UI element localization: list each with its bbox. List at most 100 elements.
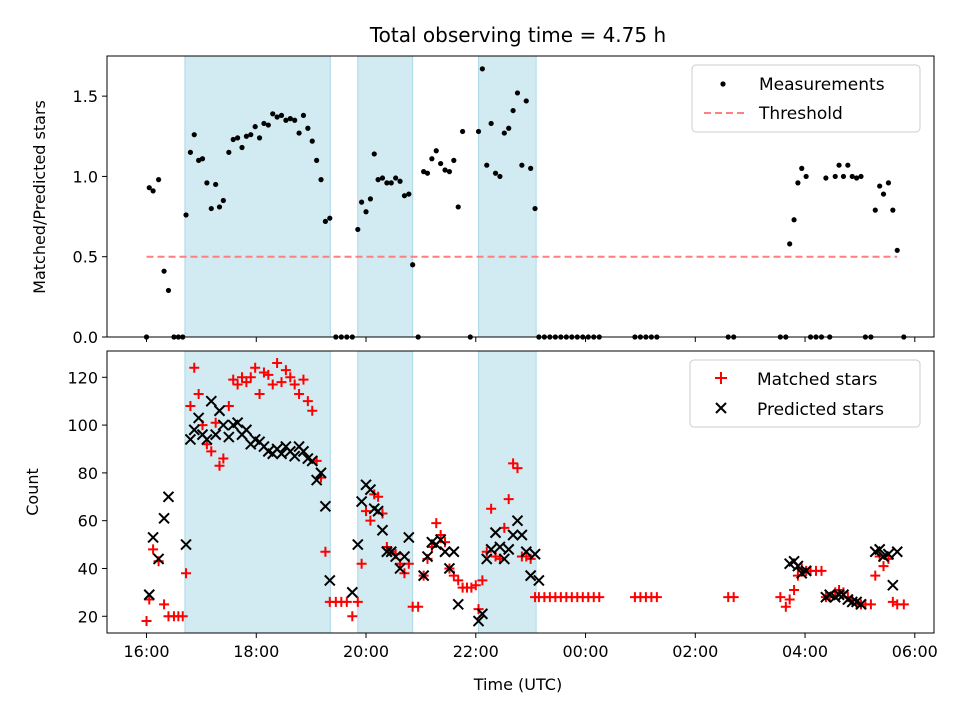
measurement-point [220, 197, 226, 204]
predicted-point [381, 546, 393, 558]
x-tick-label: 20:00 [343, 642, 389, 661]
measurement-point [858, 173, 864, 180]
measurement-point [191, 132, 197, 138]
predicted-point [403, 531, 415, 544]
y-tick-label: 120 [67, 368, 98, 387]
matched-point [453, 575, 464, 586]
measurement-point [274, 114, 280, 120]
measurement-point [155, 177, 162, 183]
measurement-point [488, 120, 494, 127]
matched-point [352, 596, 363, 607]
predicted-point [192, 412, 205, 424]
measurement-point [803, 173, 809, 180]
matched-point [263, 369, 274, 380]
matched-point [285, 372, 296, 383]
measurement-point [532, 205, 538, 212]
measurement-point [226, 149, 232, 155]
top-legend-box [691, 64, 921, 133]
predicted-point [324, 574, 336, 587]
measurement-point [840, 173, 847, 180]
measurement-point [791, 217, 797, 223]
measurement-point [252, 124, 258, 130]
matched-point [254, 389, 265, 400]
measurement-point [248, 132, 254, 138]
predicted-point [162, 491, 175, 503]
y-tick-label: 1.5 [73, 87, 98, 106]
measurement-point [287, 116, 293, 122]
predicted-point [448, 546, 460, 558]
legend-measurements-swatch [720, 81, 726, 87]
measurement-point [379, 175, 386, 181]
matched-point [201, 439, 212, 450]
measurement-point [367, 196, 374, 202]
measurement-point [359, 199, 365, 205]
y-tick-label: 100 [67, 416, 98, 435]
bottom-data-marks [141, 357, 909, 627]
y-tick-label: 60 [78, 512, 98, 531]
measurement-point [309, 138, 315, 144]
matched-point [193, 389, 204, 400]
measurement-point [261, 120, 267, 127]
predicted-point [882, 548, 895, 560]
measurement-point [501, 130, 507, 136]
matched-point [218, 453, 229, 464]
measurement-point [161, 268, 167, 274]
matched-point [223, 400, 234, 411]
predicted-point [231, 416, 244, 429]
measurement-point [492, 170, 499, 176]
top-x-ticks [146, 337, 916, 342]
predicted-point [529, 548, 541, 560]
bottom-y-axis-label: Count [23, 468, 42, 516]
predicted-point [489, 526, 502, 539]
predicted-point [152, 553, 165, 565]
measurement-point [484, 162, 490, 168]
measurement-point [208, 205, 214, 212]
predicted-point [394, 562, 406, 575]
matched-point [289, 379, 300, 390]
matched-point [302, 396, 313, 407]
predicted-point [143, 589, 155, 601]
bottom-x-ticks: 16:00 18:00 20:00 22:00 00:00 02:00 04:00 06:00 [123, 633, 938, 661]
predicted-point [355, 495, 368, 508]
top-panel: 0.0 0.5 1.0 1.5 Matched/Predicted stars Mea… [30, 55, 935, 347]
predicted-point [452, 598, 464, 611]
measurement-point [239, 144, 245, 151]
predicted-point [494, 541, 506, 553]
matched-point [499, 522, 510, 533]
predicted-point [472, 615, 485, 627]
measurement-point [296, 130, 302, 136]
measurement-point [388, 180, 394, 186]
measurement-point [836, 162, 842, 168]
x-tick-label: 16:00 [123, 642, 169, 661]
matched-point [486, 503, 497, 514]
measurement-point [146, 185, 152, 191]
predicted-point [213, 405, 226, 417]
measurement-point [397, 178, 403, 184]
bottom-y-ticks: 20 40 60 80 100 120 [67, 368, 107, 626]
measurement-point [187, 149, 194, 155]
matched-point [210, 417, 221, 428]
measurement-point [429, 156, 435, 162]
matched-point [435, 530, 446, 541]
y-tick-label: 0.5 [73, 248, 98, 267]
predicted-point [188, 424, 200, 436]
predicted-point [147, 531, 159, 544]
predicted-point [792, 560, 804, 572]
top-shaded-intervals [184, 55, 537, 338]
measurement-point [235, 135, 241, 141]
measurement-point [256, 135, 263, 141]
matched-point [294, 389, 305, 400]
measurement-point [523, 98, 529, 104]
matched-point [341, 596, 352, 607]
y-tick-label: 1.0 [73, 167, 98, 186]
shaded-interval-0 [184, 55, 331, 338]
measurement-point [401, 193, 408, 199]
predicted-point [524, 569, 537, 582]
legend-measurements-label: Measurements [759, 75, 885, 95]
legend-threshold-label: Threshold [758, 104, 843, 124]
predicted-point [485, 543, 497, 556]
matched-point [245, 372, 256, 383]
measurement-point [497, 173, 503, 180]
predicted-point [209, 428, 222, 441]
predicted-point [372, 505, 384, 517]
